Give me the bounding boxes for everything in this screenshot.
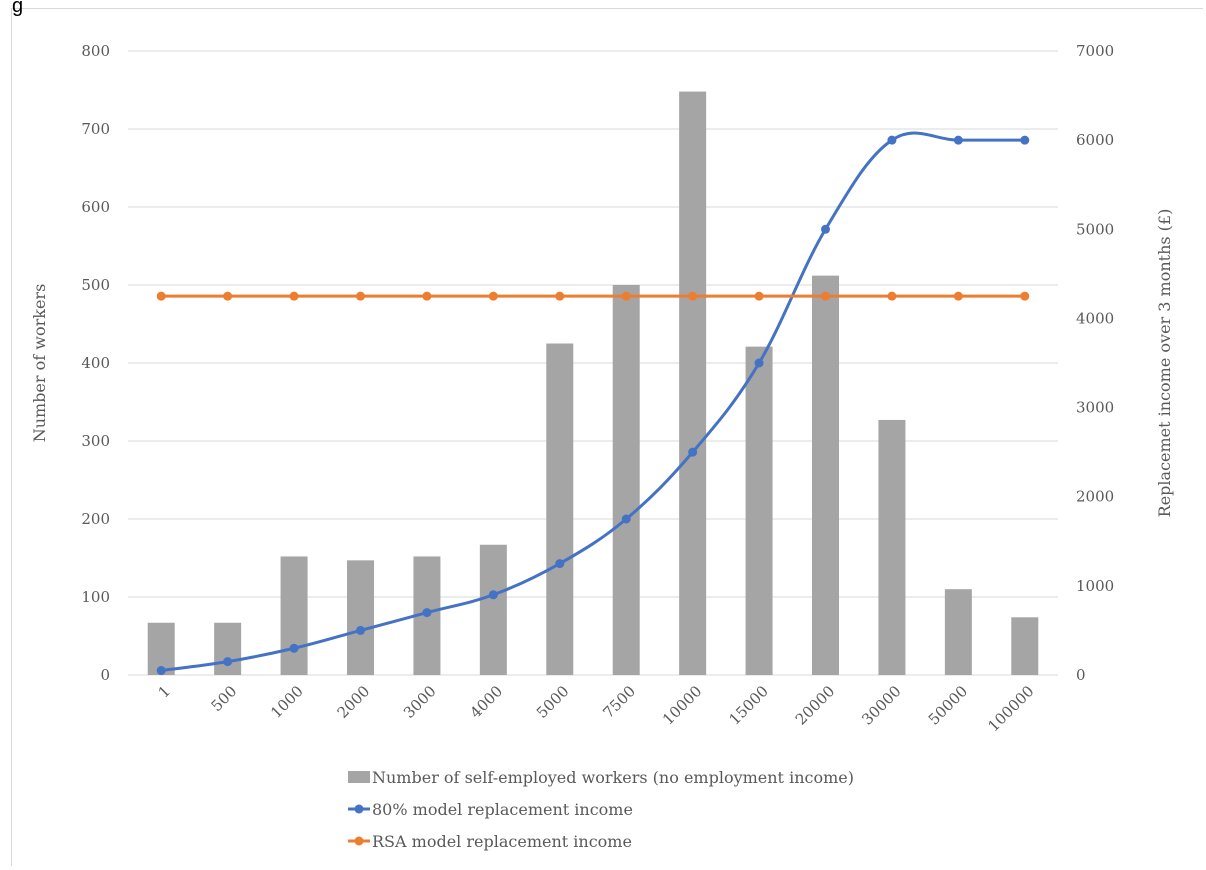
point-rsa	[488, 291, 498, 301]
y2-tick-label: 6000	[1076, 131, 1114, 149]
point-rsa	[1020, 291, 1030, 301]
bar	[944, 589, 972, 675]
x-tick-label: 100000	[984, 682, 1037, 735]
bar	[878, 419, 906, 675]
bar	[546, 343, 574, 675]
y-tick-label: 600	[81, 198, 110, 216]
point-80pct	[688, 447, 698, 457]
legend-label-bars: Number of self-employed workers (no empl…	[372, 768, 854, 787]
legend-label-line: 80% model replacement income	[372, 800, 633, 819]
y-axis-title: Number of workers	[30, 284, 49, 443]
y2-axis-title: Replacemet income over 3 months (£)	[1155, 209, 1174, 518]
bar	[812, 275, 839, 675]
bar	[1011, 617, 1039, 675]
x-tick-label: 2000	[334, 682, 374, 722]
x-tick-label: 1	[155, 682, 174, 701]
point-80pct	[754, 358, 764, 368]
point-80pct	[223, 657, 233, 667]
y-tick-label: 800	[81, 42, 110, 60]
bar	[612, 285, 640, 675]
point-rsa	[289, 291, 299, 301]
point-rsa	[356, 291, 365, 301]
point-rsa	[688, 291, 698, 301]
legend-label-line: RSA model replacement income	[372, 832, 632, 851]
point-80pct	[356, 625, 365, 635]
y2-tick-label: 3000	[1076, 399, 1114, 417]
point-80pct	[422, 608, 432, 618]
bar	[679, 91, 707, 675]
y2-tick-label: 5000	[1076, 220, 1114, 238]
point-rsa	[555, 291, 565, 301]
y-tick-label: 300	[81, 432, 110, 450]
legend-swatch-bars	[348, 771, 370, 783]
point-80pct	[953, 135, 963, 145]
x-tick-label: 5000	[533, 682, 573, 722]
bar	[479, 544, 507, 675]
chart-area: g	[11, 0, 1203, 866]
y2-tick-label: 2000	[1076, 488, 1114, 506]
point-80pct	[488, 590, 498, 600]
point-rsa	[821, 291, 830, 301]
x-tick-label: 4000	[466, 682, 506, 722]
x-tick-label: 50000	[925, 682, 971, 728]
y-tick-label: 200	[81, 510, 110, 528]
point-80pct	[887, 135, 897, 145]
point-rsa	[223, 291, 233, 301]
bar	[347, 560, 374, 675]
point-rsa	[953, 291, 963, 301]
x-tick-label: 30000	[858, 682, 904, 728]
y-tick-label: 700	[81, 120, 110, 138]
point-80pct	[156, 666, 166, 676]
point-80pct	[821, 224, 830, 234]
point-rsa	[156, 291, 166, 301]
point-80pct	[289, 643, 299, 653]
header-fragment: g	[12, 0, 24, 17]
y-tick-label: 500	[81, 276, 110, 294]
x-tick-label: 500	[207, 682, 240, 715]
legend-swatch-marker	[354, 836, 364, 846]
point-80pct	[1020, 135, 1030, 145]
x-tick-label: 1000	[267, 682, 307, 722]
y-tick-label: 0	[100, 666, 110, 684]
y-tick-label: 400	[81, 354, 110, 372]
bar	[280, 556, 308, 675]
y2-tick-label: 7000	[1076, 42, 1114, 60]
legend-swatch-marker	[354, 804, 364, 814]
point-80pct	[621, 514, 631, 524]
point-rsa	[621, 291, 631, 301]
point-rsa	[887, 291, 897, 301]
y2-tick-label: 0	[1076, 666, 1086, 684]
bar	[214, 622, 242, 675]
y2-tick-label: 4000	[1076, 309, 1114, 327]
x-tick-label: 20000	[792, 682, 838, 728]
x-tick-label: 3000	[400, 682, 440, 722]
point-rsa	[422, 291, 432, 301]
x-tick-label: 7500	[599, 682, 639, 722]
point-80pct	[555, 559, 565, 569]
y2-tick-label: 1000	[1076, 577, 1114, 595]
x-tick-label: 10000	[659, 682, 705, 728]
point-rsa	[754, 291, 764, 301]
y-tick-label: 100	[81, 588, 110, 606]
bar	[745, 346, 773, 675]
x-tick-label: 15000	[725, 682, 771, 728]
